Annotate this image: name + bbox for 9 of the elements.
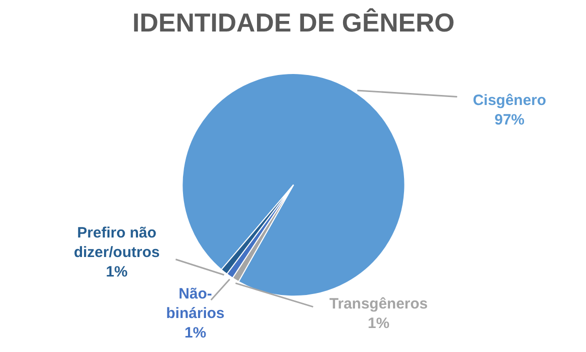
data-label: 97% [494,112,525,129]
slice-label: Transgêneros [329,295,428,312]
data-label: 1% [368,314,390,332]
data-label: 1% [184,324,206,342]
data-label: 1% [106,264,128,281]
slice-label: Prefiro não dizer/outros [74,224,160,262]
slice-label: Não-binários [166,286,225,322]
chart-title: IDENTIDADE DE GÊNERO [132,8,455,38]
slice-label: Cisgênero [472,92,546,110]
